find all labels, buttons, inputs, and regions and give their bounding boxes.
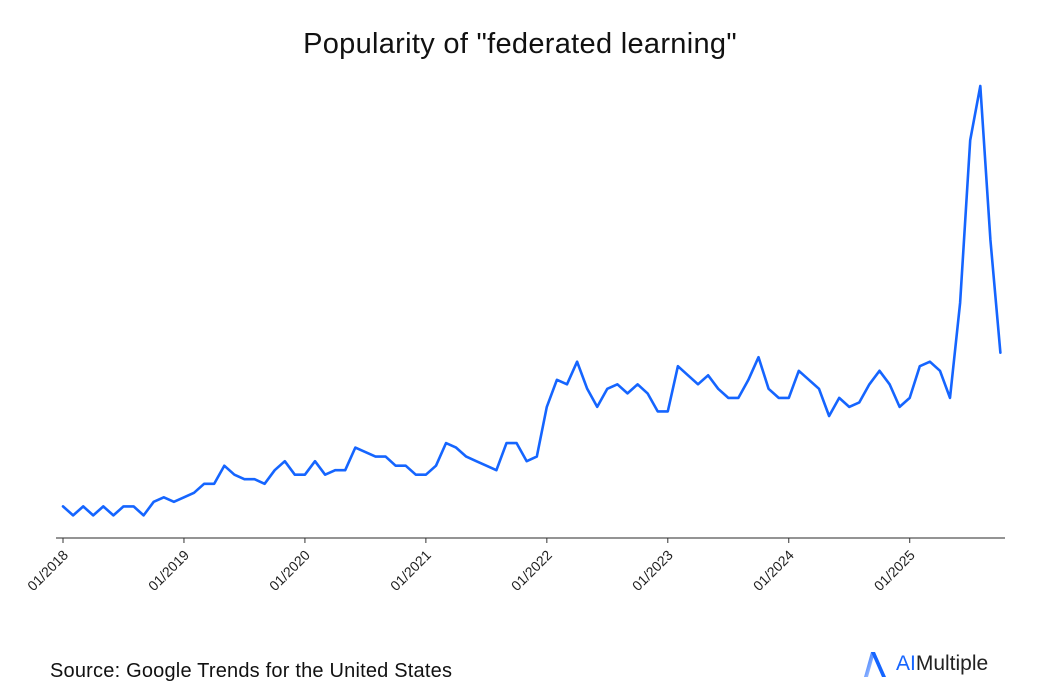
x-tick-label: 01/2023 [629,547,676,594]
logo-multiple: Multiple [915,652,989,675]
x-tick-label: 01/2022 [508,547,555,594]
x-axis-ticks [62,538,911,543]
x-tick-label: 01/2019 [145,547,192,594]
x-tick-label: 01/2025 [871,547,918,594]
logo-wordmark: AIMultiple [896,652,988,676]
x-tick-label: 01/2021 [387,547,434,594]
logo-ai: AI [896,652,916,675]
trend-line [61,84,1002,517]
source-note: Source: Google Trends for the United Sta… [50,660,453,682]
chart-title: Popularity of "federated learning" [303,28,737,60]
x-tick-label: 01/2018 [24,547,71,594]
x-axis-tick-labels: 01/2018 01/2019 01/2020 01/2021 01/2022 01/20… [24,547,918,594]
logo-mark-icon [864,652,886,677]
x-tick-label: 01/2024 [750,547,797,594]
x-tick-label: 01/2020 [266,547,313,594]
aimultiple-logo: AIMultiple [862,648,988,680]
